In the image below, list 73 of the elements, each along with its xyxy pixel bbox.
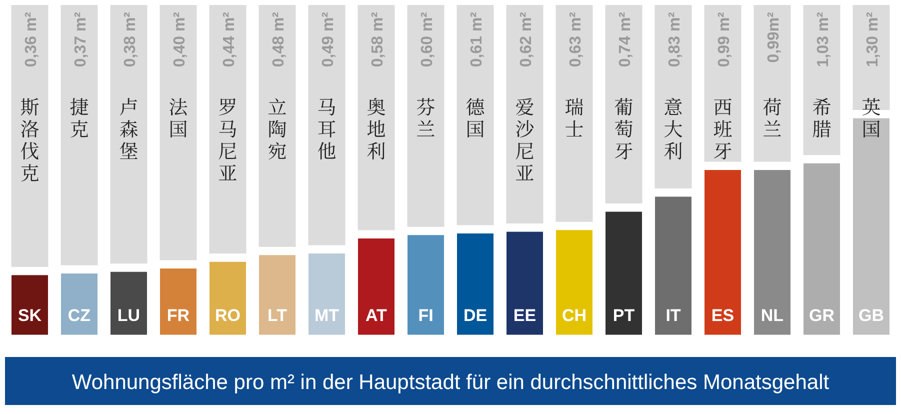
bar — [654, 196, 692, 336]
annotation: 卢森堡 — [119, 93, 138, 164]
data-label: 1,30 m² — [864, 12, 882, 68]
x-tick-label: PT — [612, 306, 636, 325]
annotation: 意大利 — [664, 93, 683, 164]
x-tick-label: CZ — [68, 306, 91, 325]
annotation: 斯洛伐克 — [20, 93, 40, 186]
x-tick-label: FI — [418, 306, 434, 325]
bar — [358, 238, 395, 336]
annotation: 德国 — [466, 93, 486, 142]
data-label: 0,74 m² — [616, 12, 634, 68]
data-label: 0,61 m² — [468, 12, 486, 68]
x-tick-label: MT — [314, 306, 340, 325]
data-label: 0,40 m² — [171, 12, 188, 68]
annotation: 马耳他 — [317, 93, 336, 164]
x-tick-label: NL — [760, 306, 784, 325]
annotation: 荷兰 — [762, 93, 782, 142]
bar — [506, 231, 544, 336]
bar — [308, 252, 346, 336]
x-tick-label: EE — [513, 306, 536, 325]
annotation: 英国 — [862, 93, 881, 142]
data-label: 0,63 m² — [567, 12, 584, 68]
data-label: 0,62 m² — [518, 12, 535, 68]
annotation: 立陶宛 — [268, 93, 287, 164]
bar — [60, 272, 98, 336]
x-tick-label: ES — [711, 306, 734, 325]
annotation: 西班牙 — [713, 93, 732, 164]
data-label: 0,38 m² — [122, 12, 139, 68]
bar — [11, 274, 48, 336]
x-tick-label: FR — [166, 306, 190, 325]
text: Wohnungsfläche pro m² in der Hauptstadt für ein durchschnittliches Monatsgehalt — [72, 371, 830, 394]
data-label: 0,44 m² — [220, 12, 238, 68]
annotation: 希腊 — [812, 93, 832, 142]
bar — [754, 169, 791, 336]
x-tick-label: GR — [809, 306, 834, 325]
bar — [110, 271, 148, 336]
data-label: 1,03 m² — [814, 12, 832, 68]
data-label: 0,49 m² — [320, 12, 337, 68]
x-tick-label: LU — [117, 306, 140, 325]
x-tick-label: CH — [562, 306, 587, 325]
data-label: 0,58 m² — [369, 12, 386, 68]
bar — [803, 162, 840, 336]
bar — [605, 211, 642, 336]
annotation: 葡萄牙 — [614, 93, 634, 164]
bar — [704, 169, 742, 336]
x-tick-label: RO — [215, 306, 240, 325]
data-label: 0,48 m² — [270, 12, 288, 68]
x-tick-label: LT — [267, 306, 288, 325]
annotation: 瑞士 — [564, 93, 584, 142]
bar — [852, 118, 890, 336]
annotation: 法国 — [168, 93, 189, 142]
bar — [407, 234, 444, 336]
bar — [160, 268, 197, 336]
annotation: 爱沙尼亚 — [515, 93, 536, 186]
x-tick-label: SK — [18, 306, 42, 325]
bar — [456, 232, 494, 336]
x-tick-label: IT — [666, 306, 682, 325]
data-label: 0,83 m² — [666, 12, 684, 68]
data-label: 0,60 m² — [418, 12, 436, 68]
annotation: 罗马尼亚 — [218, 93, 238, 186]
x-tick-label: GB — [858, 306, 884, 325]
data-label: 0,99 m² — [716, 12, 733, 68]
annotation: 芬兰 — [416, 93, 436, 142]
x-tick-label: AT — [366, 306, 388, 325]
x-tick-label: DE — [463, 306, 488, 325]
annotation: 奥地利 — [366, 93, 386, 164]
annotation: 捷克 — [70, 93, 89, 142]
data-label: 0,99m² — [765, 12, 782, 63]
data-label: 0,36 m² — [22, 12, 40, 68]
data-label: 0,37 m² — [72, 12, 90, 68]
bar — [556, 230, 593, 336]
bar — [258, 254, 296, 336]
bar — [209, 261, 246, 336]
